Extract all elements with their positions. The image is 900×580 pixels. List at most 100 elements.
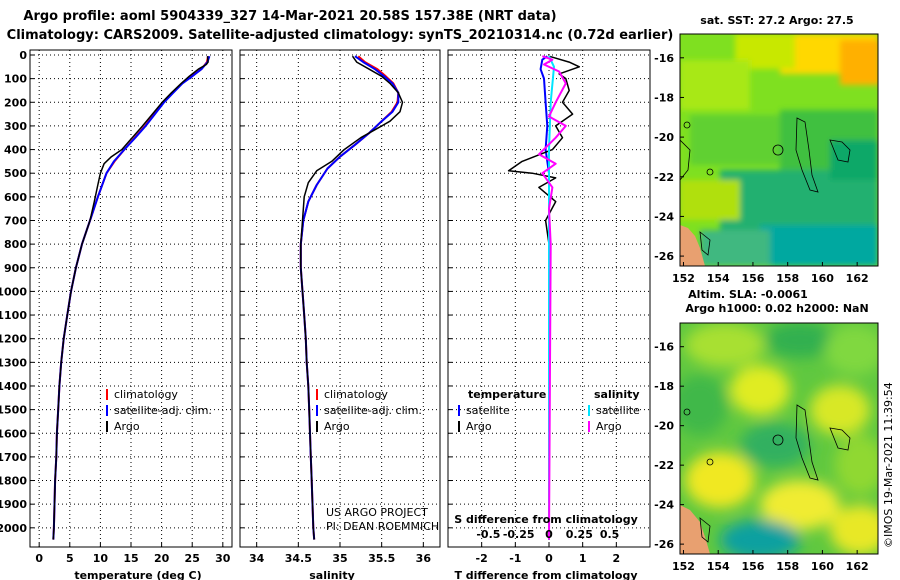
- lat-tick-label: -16: [654, 341, 674, 354]
- depth-tick-label: 0: [19, 49, 27, 62]
- x-tick-label: 35.5: [368, 552, 395, 565]
- x-tick-label: 10: [93, 552, 109, 565]
- legend-label: Argo: [114, 420, 140, 433]
- salinity-panel: 34 34.5 35 35.5 36 climatology satellite-adj. …: [239, 49, 441, 580]
- depth-tick-label: 1200: [0, 333, 27, 346]
- legend-swatch: [588, 421, 590, 432]
- depth-tick-label: 800: [4, 238, 27, 251]
- legend-label: satellite-adj. clim.: [324, 404, 422, 417]
- depth-tick-label: 700: [4, 214, 27, 227]
- series-argo: [300, 55, 404, 540]
- credit-line-1: US ARGO PROJECT: [326, 506, 428, 519]
- x-tick-label: 2: [613, 552, 621, 565]
- x-tick-label: 35: [332, 552, 347, 565]
- title-line-2: Climatology: CARS2009. Satellite-adjuste…: [7, 28, 674, 43]
- lat-tick-label: -16: [654, 52, 674, 65]
- lat-tick-label: -20: [654, 420, 674, 433]
- s-difference-label: S difference from climatology: [454, 513, 638, 526]
- lat-tick-label: -18: [654, 380, 674, 393]
- x2-tick-label: 0.25: [566, 528, 593, 541]
- legend-swatch: [106, 389, 108, 400]
- depth-tick-label: 1500: [0, 404, 27, 417]
- x-tick-label: 36: [416, 552, 432, 565]
- sst-map: sat. SST: 27.2 Argo: 27.5: [654, 14, 879, 285]
- legend-label: satellite: [466, 404, 510, 417]
- lon-tick-label: 156: [741, 560, 764, 573]
- depth-tick-label: 1700: [0, 451, 27, 464]
- lon-tick-label: 156: [741, 272, 764, 285]
- lon-tick-label: 158: [776, 272, 799, 285]
- legend-swatch: [458, 421, 460, 432]
- lon-tick-label: 152: [672, 560, 695, 573]
- x-tick-label: 0: [35, 552, 43, 565]
- legend-swatch: [588, 405, 590, 416]
- x2-tick-label: 0: [545, 528, 553, 541]
- x-tick-label: 34: [249, 552, 265, 565]
- lon-tick-label: 160: [811, 560, 834, 573]
- depth-axis: 0 100 200 300 400 500 600 700 800 900 1000 1100 1200…: [0, 49, 27, 535]
- lon-tick-label: 154: [707, 272, 730, 285]
- depth-tick-label: 400: [4, 144, 27, 157]
- legend-swatch: [316, 389, 318, 400]
- lon-tick-label: 162: [846, 560, 869, 573]
- x-tick-label: 25: [185, 552, 200, 565]
- x2-tick-label: -0.25: [503, 528, 535, 541]
- lon-tick-label: 158: [776, 560, 799, 573]
- depth-tick-label: 200: [4, 96, 27, 109]
- depth-tick-label: 1600: [0, 427, 27, 440]
- lon-tick-label: 162: [846, 272, 869, 285]
- x-tick-label: -1: [509, 552, 521, 565]
- salinity-axis-label: salinity: [309, 569, 355, 580]
- lat-tick-label: -18: [654, 91, 674, 104]
- legend-label: climatology: [324, 388, 388, 401]
- depth-tick-label: 600: [4, 191, 27, 204]
- depth-tick-label: 1300: [0, 356, 27, 369]
- depth-tick-label: 1900: [0, 498, 27, 511]
- x2-tick-label: -0.5: [476, 528, 500, 541]
- sst-map-title: sat. SST: 27.2 Argo: 27.5: [700, 14, 853, 27]
- series-s-satellite: [548, 55, 555, 540]
- copyright-stamp: ©IMOS 19-Mar-2021 11:39:54: [882, 382, 895, 548]
- legend-title-salinity: salinity: [594, 388, 640, 401]
- lat-tick-label: -26: [654, 538, 674, 551]
- temperature-panel: 0 5 10 15 20 25 30 climatology satellite-adj. cl…: [29, 49, 233, 580]
- legend-label: satellite-adj. clim.: [114, 404, 212, 417]
- x-tick-label: 5: [66, 552, 74, 565]
- legend-label: Argo: [324, 420, 350, 433]
- depth-tick-label: 300: [4, 120, 27, 133]
- x-tick-label: 1: [579, 552, 587, 565]
- depth-tick-label: 100: [4, 73, 27, 86]
- lat-tick-label: -20: [654, 131, 674, 144]
- lat-tick-label: -24: [654, 210, 674, 223]
- legend-swatch: [316, 421, 318, 432]
- x2-tick-label: 0.5: [600, 528, 620, 541]
- t-difference-label: T difference from climatology: [454, 569, 637, 580]
- depth-tick-label: 900: [4, 262, 27, 275]
- lat-tick-label: -22: [654, 171, 674, 184]
- difference-panel: -2 -1 0 1 2 -0.5 -0.25 0 0.25 0.5 satellite Argo tem…: [447, 49, 651, 580]
- depth-tick-label: 500: [4, 167, 27, 180]
- legend-swatch: [106, 405, 108, 416]
- lon-tick-label: 154: [707, 560, 730, 573]
- x-tick-label: 15: [123, 552, 138, 565]
- depth-tick-label: 1000: [0, 285, 27, 298]
- depth-tick-label: 1800: [0, 475, 27, 488]
- legend-title-temperature: temperature: [468, 388, 546, 401]
- lat-tick-label: -24: [654, 499, 674, 512]
- credit-line-2: PI: DEAN ROEMMICH: [326, 520, 439, 533]
- x-tick-label: 0: [545, 552, 553, 565]
- lat-tick-label: -22: [654, 459, 674, 472]
- legend-swatch: [458, 405, 460, 416]
- lat-tick-label: -26: [654, 250, 674, 263]
- sla-map-subtitle: Argo h1000: 0.02 h2000: NaN: [685, 302, 868, 315]
- series-s-argo: [537, 55, 567, 540]
- temperature-axis-label: temperature (deg C): [74, 569, 201, 580]
- x-tick-label: 30: [215, 552, 231, 565]
- sla-map: Altim. SLA: -0.0061 Argo h1000: 0.02 h20…: [654, 288, 879, 573]
- depth-tick-label: 1400: [0, 380, 27, 393]
- legend-label: satellite: [596, 404, 640, 417]
- legend-swatch: [106, 421, 108, 432]
- lon-tick-label: 152: [672, 272, 695, 285]
- x-tick-label: 34.5: [285, 552, 312, 565]
